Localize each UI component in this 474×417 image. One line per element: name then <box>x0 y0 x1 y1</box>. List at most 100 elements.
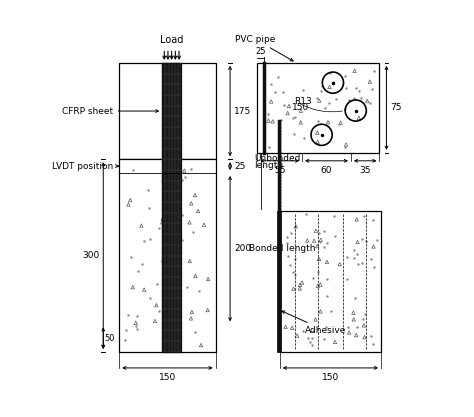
Point <box>352 85 360 92</box>
Point <box>204 276 212 282</box>
Text: 150: 150 <box>159 373 176 382</box>
Point <box>189 229 196 235</box>
Point <box>146 235 154 242</box>
Point <box>286 261 293 268</box>
Point <box>346 96 353 103</box>
Point <box>289 114 297 121</box>
Point <box>312 228 320 234</box>
Point <box>360 322 368 329</box>
Point <box>191 273 199 279</box>
Point <box>125 312 132 319</box>
Point <box>337 119 345 126</box>
Point <box>285 103 293 109</box>
Point <box>140 238 148 244</box>
Point <box>332 232 339 239</box>
Point <box>181 167 188 174</box>
Point <box>291 256 299 263</box>
Point <box>297 119 304 126</box>
Point <box>314 282 321 289</box>
Point <box>316 239 324 246</box>
Point <box>144 186 152 193</box>
Point <box>320 336 328 343</box>
Point <box>159 237 166 244</box>
Point <box>350 316 357 323</box>
Point <box>341 73 348 80</box>
Bar <box>257 63 379 153</box>
Text: 35: 35 <box>359 166 371 175</box>
Point <box>140 286 148 293</box>
Point <box>351 95 358 101</box>
Point <box>284 253 292 259</box>
Point <box>197 342 205 349</box>
Point <box>350 309 357 316</box>
Point <box>274 74 282 80</box>
Point <box>175 201 183 207</box>
Point <box>169 261 176 268</box>
Bar <box>277 211 281 352</box>
Point <box>304 334 312 341</box>
Point <box>125 201 132 208</box>
Point <box>343 254 351 261</box>
Point <box>331 339 339 345</box>
Text: 200: 200 <box>234 244 251 253</box>
Point <box>200 221 208 228</box>
Point <box>176 264 183 270</box>
Point <box>355 87 363 94</box>
Point <box>296 285 304 292</box>
Point <box>321 105 329 111</box>
Text: 60: 60 <box>321 166 332 175</box>
Point <box>296 281 304 288</box>
Point <box>160 318 168 324</box>
Point <box>355 115 363 121</box>
Text: 75: 75 <box>390 103 402 112</box>
Point <box>335 120 343 127</box>
Point <box>358 259 365 266</box>
Point <box>138 260 146 267</box>
Point <box>169 265 176 271</box>
Point <box>300 135 308 142</box>
Point <box>151 318 159 324</box>
Point <box>127 197 134 203</box>
Text: CFRP sheet: CFRP sheet <box>62 107 158 116</box>
Point <box>280 102 288 108</box>
Point <box>137 222 145 229</box>
Point <box>291 272 299 279</box>
Point <box>342 143 349 150</box>
Point <box>370 264 378 271</box>
Point <box>346 329 353 336</box>
Point <box>351 254 358 261</box>
Point <box>159 256 167 263</box>
Point <box>132 323 139 329</box>
Point <box>267 81 275 88</box>
Point <box>194 208 202 214</box>
Point <box>333 95 340 102</box>
Point <box>170 329 177 335</box>
Point <box>313 95 320 101</box>
Point <box>267 98 275 105</box>
Point <box>324 119 332 126</box>
Point <box>168 212 176 219</box>
Point <box>283 234 291 240</box>
Text: PVC pipe: PVC pipe <box>235 35 293 61</box>
Point <box>289 269 297 275</box>
Point <box>324 276 331 283</box>
Point <box>323 293 330 299</box>
Point <box>134 326 141 332</box>
Text: 175: 175 <box>234 107 251 116</box>
Point <box>353 250 361 257</box>
Point <box>320 228 328 234</box>
Point <box>353 324 361 331</box>
Point <box>367 333 375 340</box>
Text: Bonded length: Bonded length <box>249 244 316 253</box>
Point <box>314 117 321 124</box>
Point <box>121 337 129 344</box>
Point <box>178 211 186 218</box>
Point <box>366 100 374 106</box>
Point <box>168 192 176 198</box>
Point <box>324 239 331 246</box>
Point <box>155 224 163 231</box>
Point <box>284 110 292 116</box>
Point <box>306 339 314 345</box>
Point <box>341 106 348 112</box>
Point <box>265 144 273 151</box>
